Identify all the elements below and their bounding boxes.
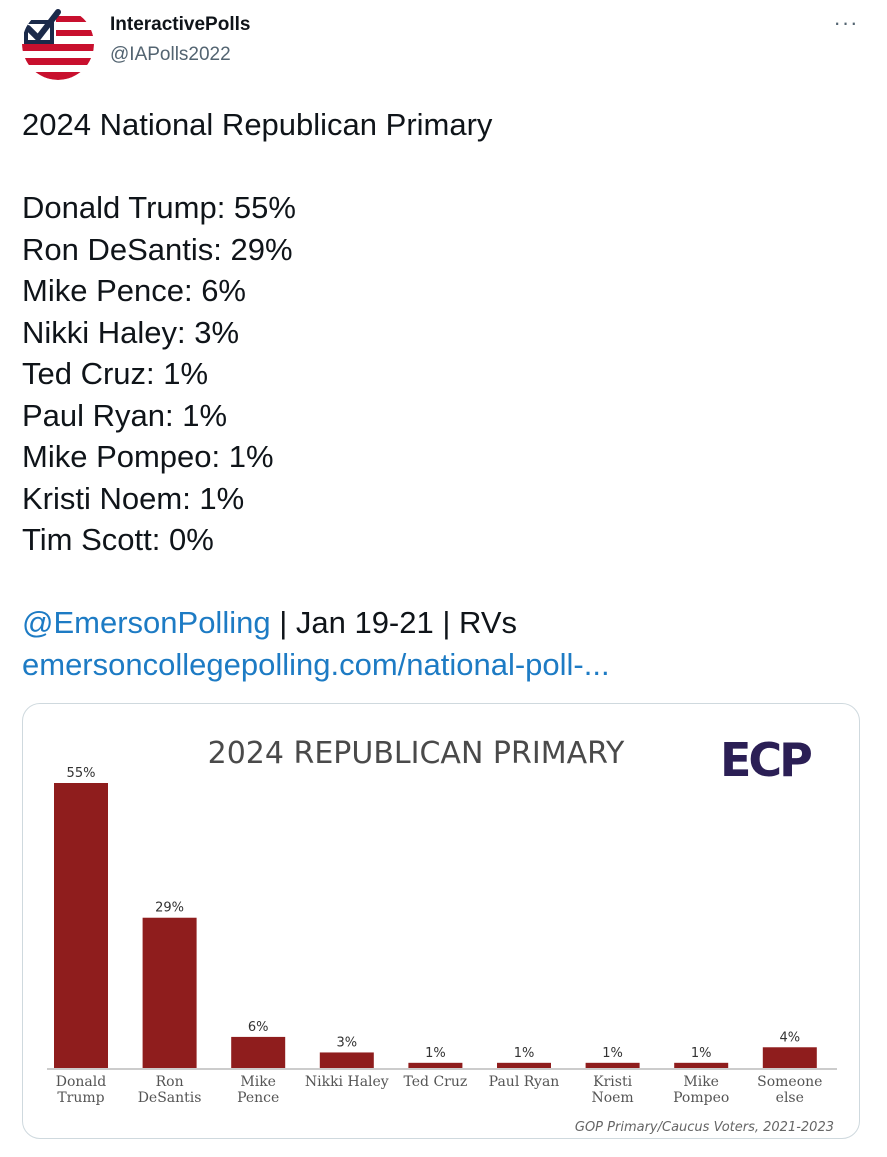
- bar: [142, 917, 197, 1068]
- result-line: Ted Cruz: 1%: [22, 356, 209, 391]
- tweet-title: 2024 National Republican Primary: [22, 107, 493, 142]
- avatar[interactable]: [22, 8, 94, 80]
- tick-label: Ron: [156, 1074, 184, 1090]
- poll-url-link[interactable]: emersoncollegepolling.com/national-poll-…: [22, 646, 610, 682]
- tick-label: Kristi: [593, 1074, 632, 1090]
- data-label: 4%: [779, 1030, 800, 1045]
- tick-label: Someone: [757, 1074, 822, 1090]
- bar: [497, 1062, 551, 1068]
- poll-meta: | Jan 19-21 | RVs: [270, 605, 518, 640]
- chart-image[interactable]: 2024 REPUBLICAN PRIMARY ECP 55% Donald Tru…: [22, 703, 860, 1139]
- tick-label: Ted Cruz: [404, 1074, 468, 1090]
- result-line: Paul Ryan: 1%: [22, 397, 228, 433]
- result-line: Mike Pence: 6%: [22, 273, 246, 308]
- bar: [585, 1062, 640, 1068]
- author-handle[interactable]: @IAPolls2022: [110, 44, 231, 65]
- bar: [408, 1062, 463, 1068]
- data-label: 1%: [691, 1046, 712, 1061]
- tick-label: else: [776, 1090, 804, 1106]
- tick-label: DeSantis: [138, 1090, 202, 1106]
- flag-checkmark-logo-icon: [22, 8, 94, 80]
- data-label: 29%: [155, 901, 184, 916]
- more-icon[interactable]: ···: [833, 10, 859, 35]
- bar: [231, 1036, 286, 1068]
- tick-label: Paul Ryan: [489, 1074, 560, 1090]
- data-label: 6%: [248, 1020, 269, 1035]
- tick-label: Trump: [57, 1090, 104, 1106]
- bar: [319, 1052, 374, 1068]
- mention-link[interactable]: @EmersonPolling: [22, 605, 271, 640]
- data-label: 3%: [336, 1035, 357, 1050]
- data-label: 1%: [514, 1046, 535, 1061]
- tick-label: Noem: [591, 1090, 633, 1106]
- result-line: Donald Trump: 55%: [22, 190, 296, 225]
- data-label: 55%: [67, 766, 96, 781]
- tick-label: Pompeo: [673, 1090, 729, 1106]
- result-line: Tim Scott: 0%: [22, 522, 214, 557]
- author-name[interactable]: InteractivePolls: [110, 14, 251, 35]
- chart-title: 2024 REPUBLICAN PRIMARY: [208, 736, 625, 771]
- tick-label: Mike: [240, 1074, 276, 1090]
- data-label: 1%: [425, 1046, 446, 1061]
- tick-label: Nikki Haley: [305, 1074, 389, 1090]
- tweet-text: 2024 National Republican Primary Donald …: [22, 104, 862, 685]
- result-line: Nikki Haley: 3%: [22, 314, 240, 350]
- bar: [54, 783, 108, 1068]
- result-line: Kristi Noem: 1%: [22, 480, 245, 516]
- bar: [762, 1047, 817, 1068]
- ecp-logo: ECP: [720, 733, 811, 787]
- result-line: Ron DeSantis: 29%: [22, 231, 293, 267]
- tick-label: Donald: [56, 1074, 106, 1090]
- tick-label: Pence: [237, 1090, 279, 1106]
- bar-chart: 2024 REPUBLICAN PRIMARY ECP 55% DonaldTru…: [47, 733, 837, 1135]
- chart-footnote: GOP Primary/Caucus Voters, 2021-2023: [575, 1120, 834, 1135]
- data-label: 1%: [602, 1046, 623, 1061]
- bar: [674, 1062, 729, 1068]
- result-line: Mike Pompeo: 1%: [22, 439, 274, 474]
- tick-label: Mike: [683, 1074, 719, 1090]
